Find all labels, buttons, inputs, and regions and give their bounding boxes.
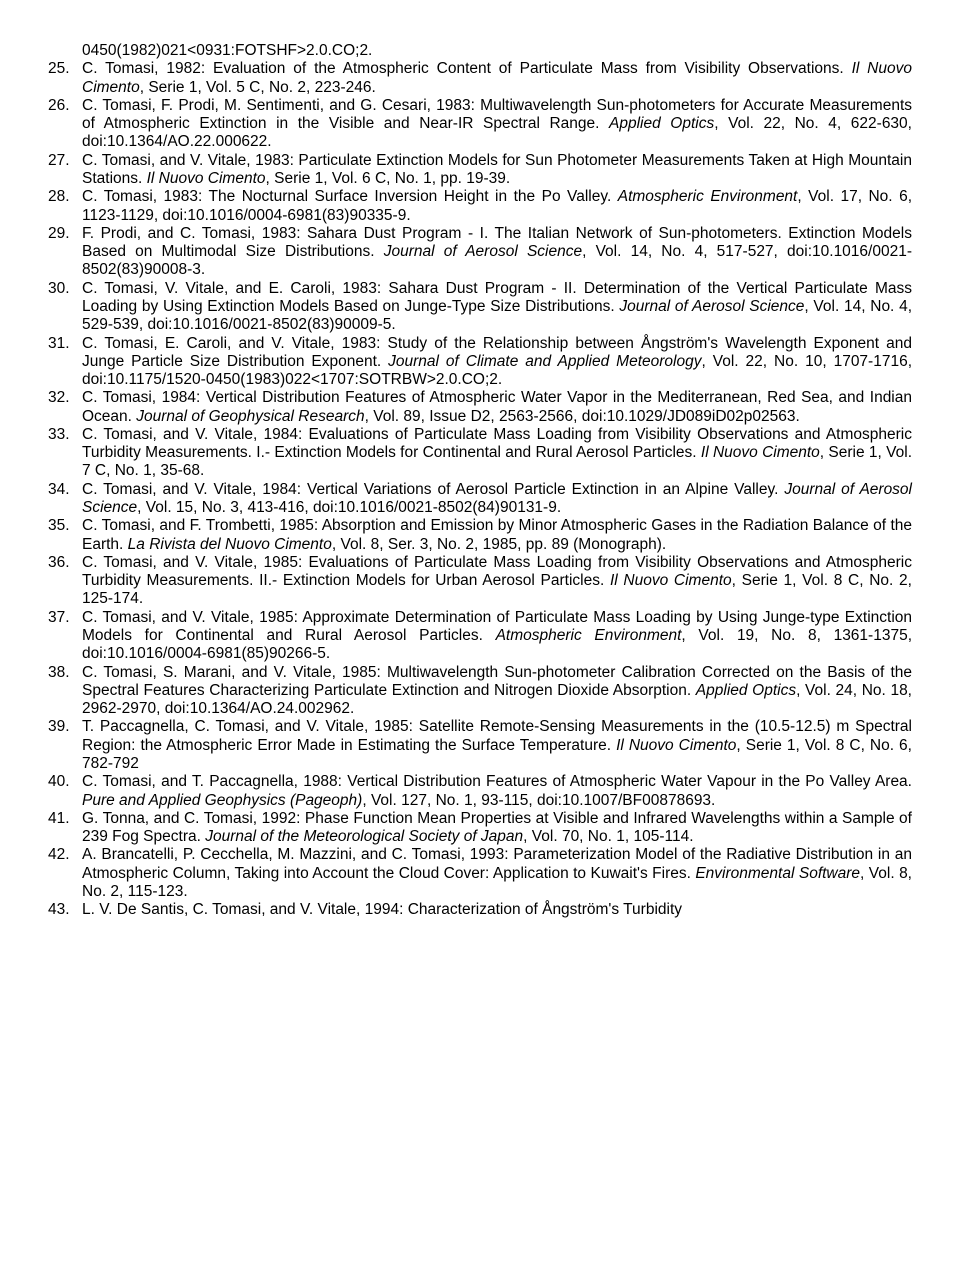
reference-number: 25.: [48, 60, 82, 97]
reference-number: 31.: [48, 335, 82, 390]
reference-item: 32.C. Tomasi, 1984: Vertical Distributio…: [48, 389, 912, 426]
reference-item: 39.T. Paccagnella, C. Tomasi, and V. Vit…: [48, 718, 912, 773]
reference-item: 34.C. Tomasi, and V. Vitale, 1984: Verti…: [48, 481, 912, 518]
reference-item: 31.C. Tomasi, E. Caroli, and V. Vitale, …: [48, 335, 912, 390]
reference-number: 36.: [48, 554, 82, 609]
reference-text: C. Tomasi, and V. Vitale, 1984: Vertical…: [82, 481, 912, 518]
reference-item: 26.C. Tomasi, F. Prodi, M. Sentimenti, a…: [48, 97, 912, 152]
reference-item: 29.F. Prodi, and C. Tomasi, 1983: Sahara…: [48, 225, 912, 280]
reference-number: 32.: [48, 389, 82, 426]
reference-text: T. Paccagnella, C. Tomasi, and V. Vitale…: [82, 718, 912, 773]
reference-number: 41.: [48, 810, 82, 847]
reference-text: C. Tomasi, S. Marani, and V. Vitale, 198…: [82, 664, 912, 719]
reference-number: 29.: [48, 225, 82, 280]
reference-number: 43.: [48, 901, 82, 919]
reference-number: 40.: [48, 773, 82, 810]
reference-item: 28.C. Tomasi, 1983: The Nocturnal Surfac…: [48, 188, 912, 225]
reference-item: 40.C. Tomasi, and T. Paccagnella, 1988: …: [48, 773, 912, 810]
reference-text: C. Tomasi, and V. Vitale, 1983: Particul…: [82, 152, 912, 189]
reference-item: 25.C. Tomasi, 1982: Evaluation of the At…: [48, 60, 912, 97]
reference-text: C. Tomasi, and F. Trombetti, 1985: Absor…: [82, 517, 912, 554]
reference-item: 42.A. Brancatelli, P. Cecchella, M. Mazz…: [48, 846, 912, 901]
reference-item: 43.L. V. De Santis, C. Tomasi, and V. Vi…: [48, 901, 912, 919]
reference-item: 35.C. Tomasi, and F. Trombetti, 1985: Ab…: [48, 517, 912, 554]
reference-text: F. Prodi, and C. Tomasi, 1983: Sahara Du…: [82, 225, 912, 280]
reference-number: 37.: [48, 609, 82, 664]
reference-item: 33.C. Tomasi, and V. Vitale, 1984: Evalu…: [48, 426, 912, 481]
reference-item: 36.C. Tomasi, and V. Vitale, 1985: Evalu…: [48, 554, 912, 609]
reference-number: 28.: [48, 188, 82, 225]
reference-text: C. Tomasi, 1984: Vertical Distribution F…: [82, 389, 912, 426]
reference-text: L. V. De Santis, C. Tomasi, and V. Vital…: [82, 901, 912, 919]
reference-number: 42.: [48, 846, 82, 901]
reference-text: C. Tomasi, and V. Vitale, 1985: Approxim…: [82, 609, 912, 664]
reference-number: 26.: [48, 97, 82, 152]
reference-number: 27.: [48, 152, 82, 189]
reference-text: G. Tonna, and C. Tomasi, 1992: Phase Fun…: [82, 810, 912, 847]
fragment-top: 0450(1982)021<0931:FOTSHF>2.0.CO;2.: [48, 42, 912, 60]
reference-text: C. Tomasi, 1982: Evaluation of the Atmos…: [82, 60, 912, 97]
reference-text: A. Brancatelli, P. Cecchella, M. Mazzini…: [82, 846, 912, 901]
reference-text: C. Tomasi, E. Caroli, and V. Vitale, 198…: [82, 335, 912, 390]
reference-item: 38.C. Tomasi, S. Marani, and V. Vitale, …: [48, 664, 912, 719]
reference-number: 30.: [48, 280, 82, 335]
reference-item: 37.C. Tomasi, and V. Vitale, 1985: Appro…: [48, 609, 912, 664]
reference-number: 35.: [48, 517, 82, 554]
reference-item: 27.C. Tomasi, and V. Vitale, 1983: Parti…: [48, 152, 912, 189]
reference-text: C. Tomasi, and V. Vitale, 1984: Evaluati…: [82, 426, 912, 481]
reference-number: 39.: [48, 718, 82, 773]
reference-item: 41.G. Tonna, and C. Tomasi, 1992: Phase …: [48, 810, 912, 847]
reference-text: C. Tomasi, 1983: The Nocturnal Surface I…: [82, 188, 912, 225]
reference-item: 30.C. Tomasi, V. Vitale, and E. Caroli, …: [48, 280, 912, 335]
reference-text: C. Tomasi, and V. Vitale, 1985: Evaluati…: [82, 554, 912, 609]
reference-number: 34.: [48, 481, 82, 518]
reference-text: C. Tomasi, and T. Paccagnella, 1988: Ver…: [82, 773, 912, 810]
reference-list: 25.C. Tomasi, 1982: Evaluation of the At…: [48, 60, 912, 919]
reference-text: C. Tomasi, F. Prodi, M. Sentimenti, and …: [82, 97, 912, 152]
reference-number: 38.: [48, 664, 82, 719]
reference-text: C. Tomasi, V. Vitale, and E. Caroli, 198…: [82, 280, 912, 335]
reference-number: 33.: [48, 426, 82, 481]
